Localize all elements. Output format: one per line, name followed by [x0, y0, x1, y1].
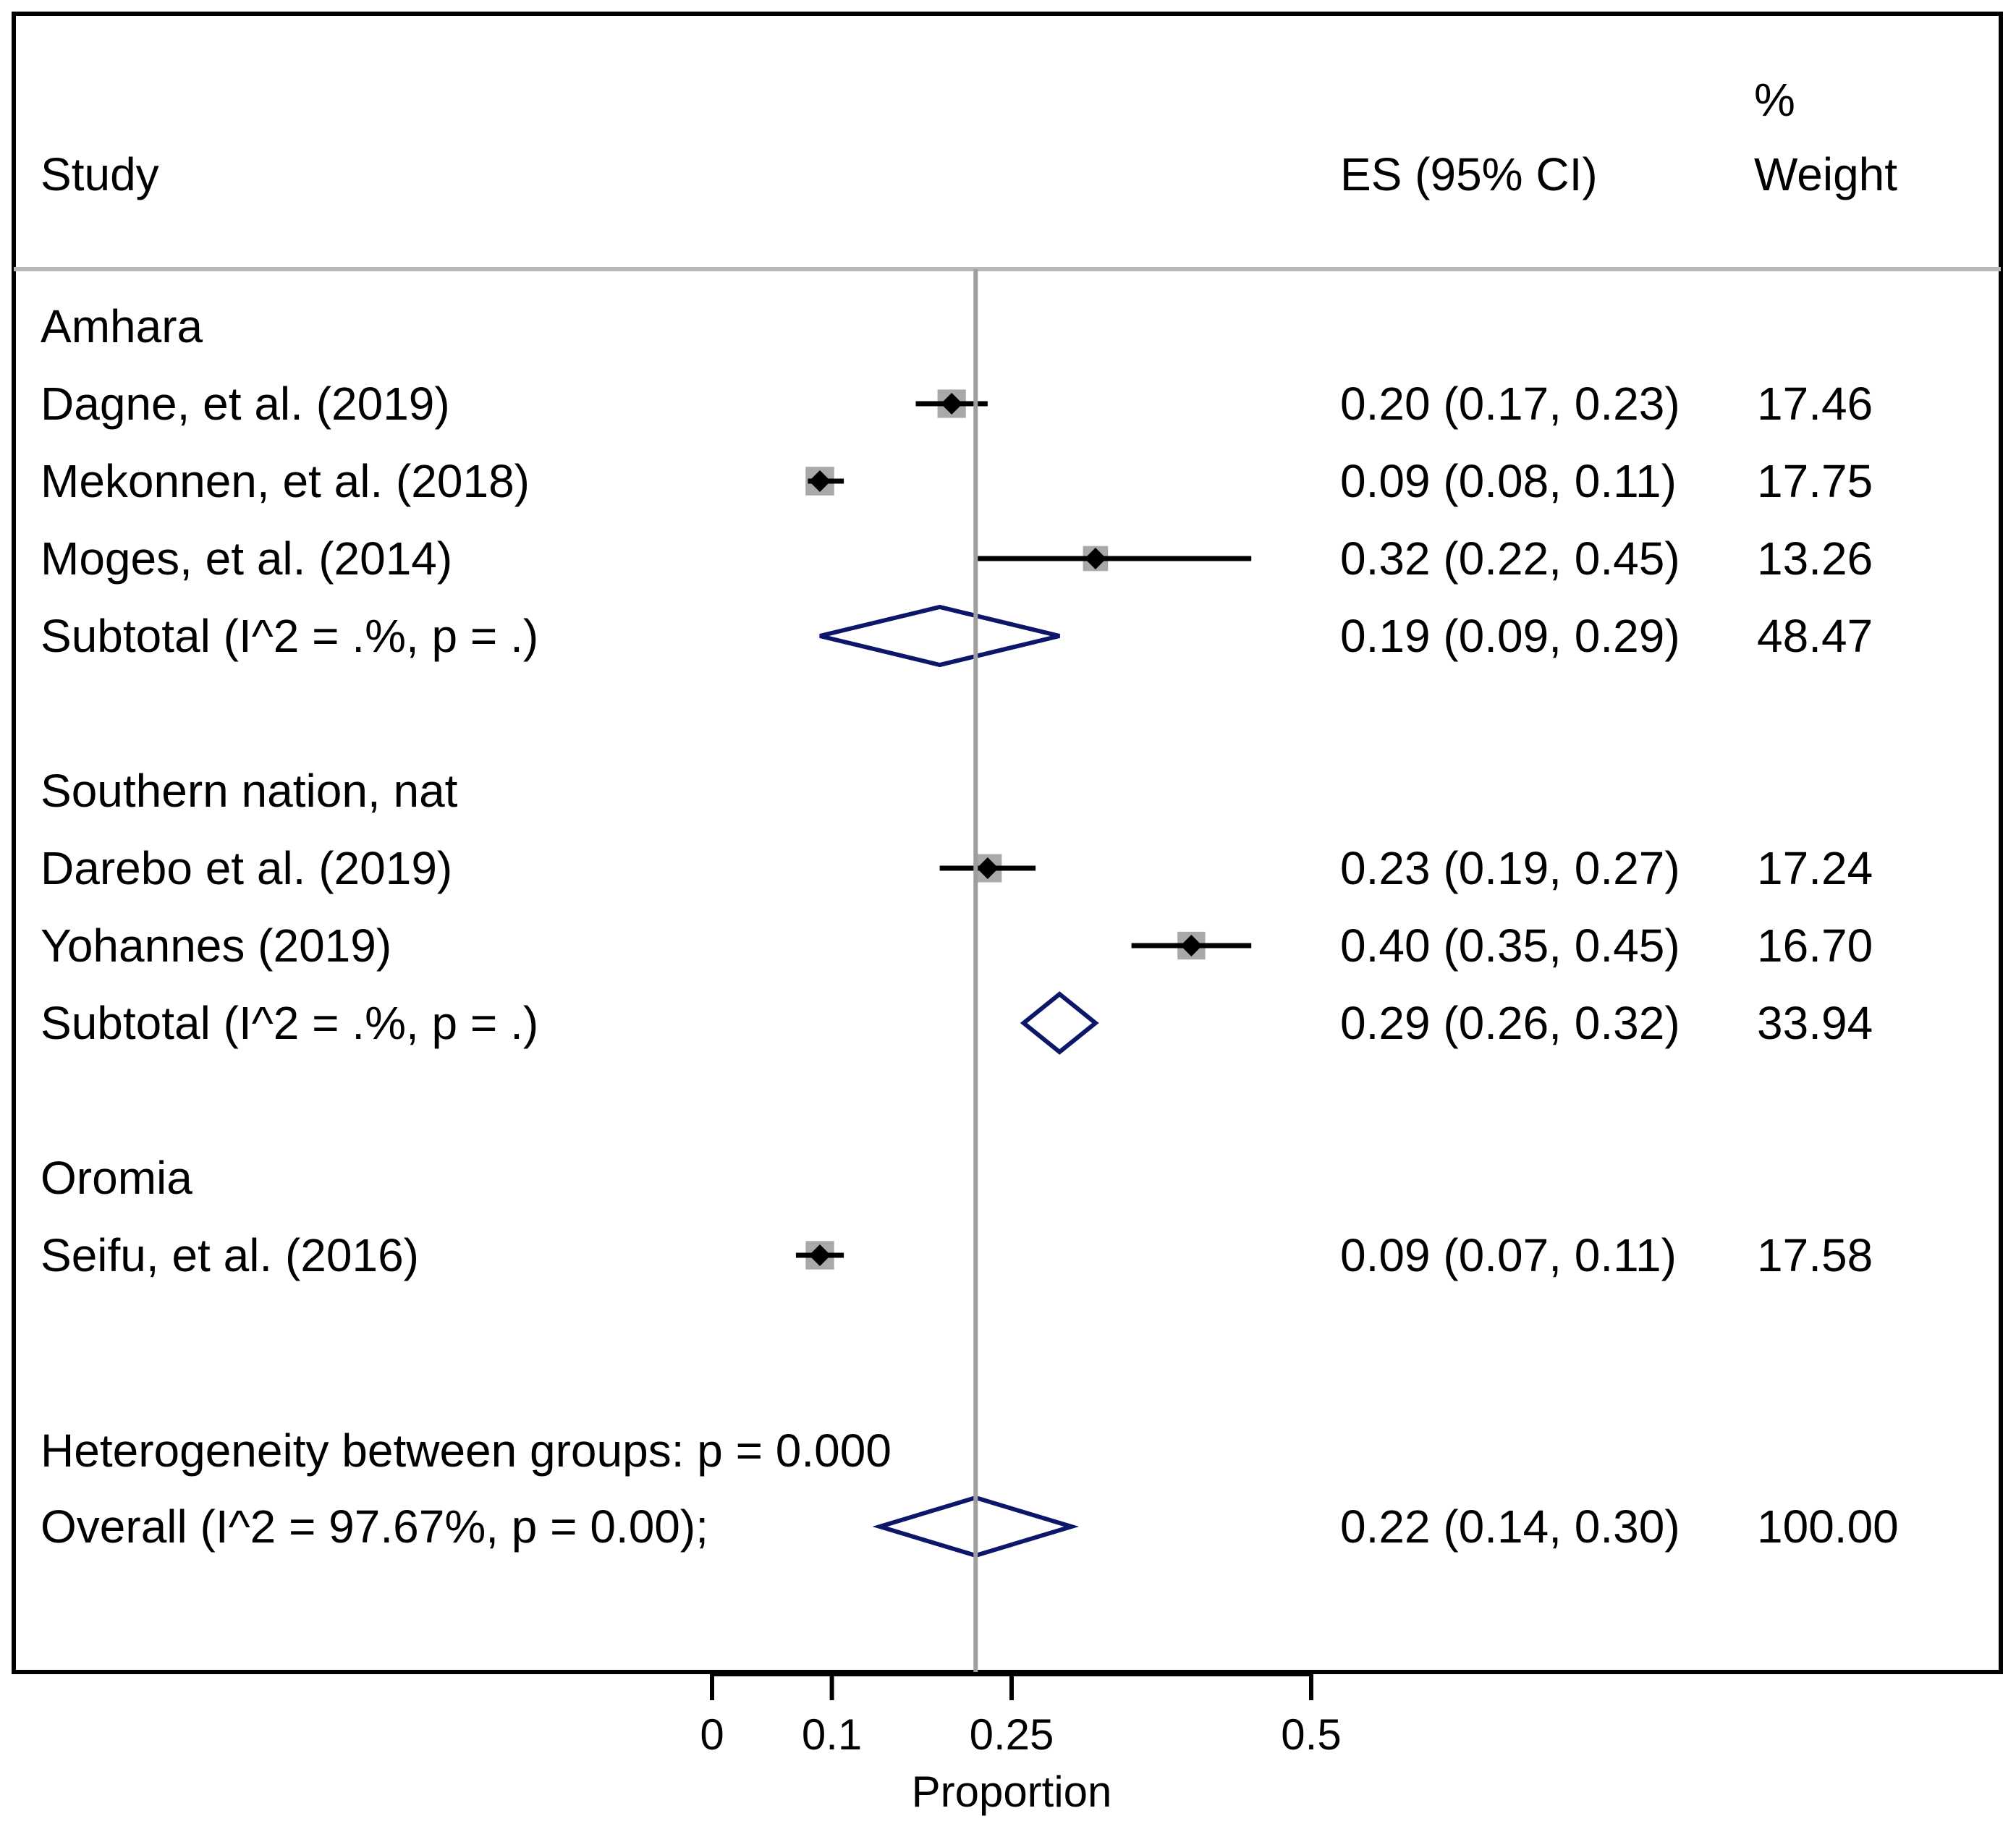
study-label: Moges, et al. (2014)	[41, 532, 452, 585]
subtotal-weight: 48.47	[1757, 610, 1873, 662]
study-label: Darebo et al. (2019)	[41, 842, 452, 894]
subtotal-label: Subtotal (I^2 = .%, p = .)	[41, 997, 538, 1049]
x-axis-tick-label: 0	[700, 1710, 724, 1759]
subtotal-weight: 33.94	[1757, 997, 1873, 1049]
group-label: Oromia	[41, 1152, 192, 1204]
study-es-text: 0.23 (0.19, 0.27)	[1340, 842, 1680, 894]
group-label: Southern nation, nat	[41, 765, 458, 817]
subtotal-label: Subtotal (I^2 = .%, p = .)	[41, 610, 538, 662]
header-es: ES (95% CI)	[1340, 148, 1598, 200]
group-label: Amhara	[41, 300, 203, 352]
header-weight-percent: %	[1754, 74, 1795, 126]
subtotal-diamond	[819, 604, 1060, 668]
header-study: Study	[41, 148, 159, 200]
subtotal-es-text: 0.19 (0.09, 0.29)	[1340, 610, 1680, 662]
study-point-estimate	[976, 857, 999, 879]
forest-marks	[795, 269, 1252, 1672]
x-axis-tick-label: 0.5	[1281, 1710, 1341, 1759]
study-es-text: 0.09 (0.08, 0.11)	[1340, 455, 1677, 507]
x-axis-tick-label: 0.25	[970, 1710, 1054, 1759]
header-weight: Weight	[1754, 148, 1897, 200]
study-point-estimate	[809, 1244, 831, 1266]
x-axis-label: Proportion	[912, 1768, 1112, 1816]
study-point-estimate	[1180, 935, 1203, 956]
subtotal-diamond	[1020, 991, 1099, 1055]
study-point-estimate	[941, 393, 963, 415]
heterogeneity-text: Heterogeneity between groups: p = 0.000	[41, 1425, 891, 1477]
study-es-text: 0.32 (0.22, 0.45)	[1340, 532, 1680, 585]
overall-es-text: 0.22 (0.14, 0.30)	[1340, 1501, 1680, 1553]
study-weight: 16.70	[1757, 920, 1873, 972]
study-weight: 17.75	[1757, 455, 1873, 507]
subtotal-es-text: 0.29 (0.26, 0.32)	[1340, 997, 1680, 1049]
study-point-estimate	[809, 470, 831, 492]
study-weight: 13.26	[1757, 532, 1873, 585]
x-axis: 0 0.1 0.25 0.5 Proportion	[700, 1672, 1342, 1816]
overall-label: Overall (I^2 = 97.67%, p = 0.00);	[41, 1501, 708, 1553]
study-label: Mekonnen, et al. (2018)	[41, 455, 530, 507]
study-es-text: 0.20 (0.17, 0.23)	[1340, 378, 1680, 430]
study-weight: 17.24	[1757, 842, 1873, 894]
overall-weight: 100.00	[1757, 1501, 1899, 1553]
study-weight: 17.46	[1757, 378, 1873, 430]
study-label: Yohannes (2019)	[41, 920, 391, 972]
forest-rows: Amhara Dagne, et al. (2019) 0.20 (0.17, 0.…	[41, 300, 1899, 1553]
study-weight: 17.58	[1757, 1229, 1873, 1281]
overall-diamond	[872, 1495, 1080, 1558]
study-label: Dagne, et al. (2019)	[41, 378, 450, 430]
study-label: Seifu, et al. (2016)	[41, 1229, 419, 1281]
study-point-estimate	[1084, 548, 1106, 569]
x-axis-tick-label: 0.1	[802, 1710, 862, 1759]
study-es-text: 0.09 (0.07, 0.11)	[1340, 1229, 1677, 1281]
study-es-text: 0.40 (0.35, 0.45)	[1340, 920, 1680, 972]
